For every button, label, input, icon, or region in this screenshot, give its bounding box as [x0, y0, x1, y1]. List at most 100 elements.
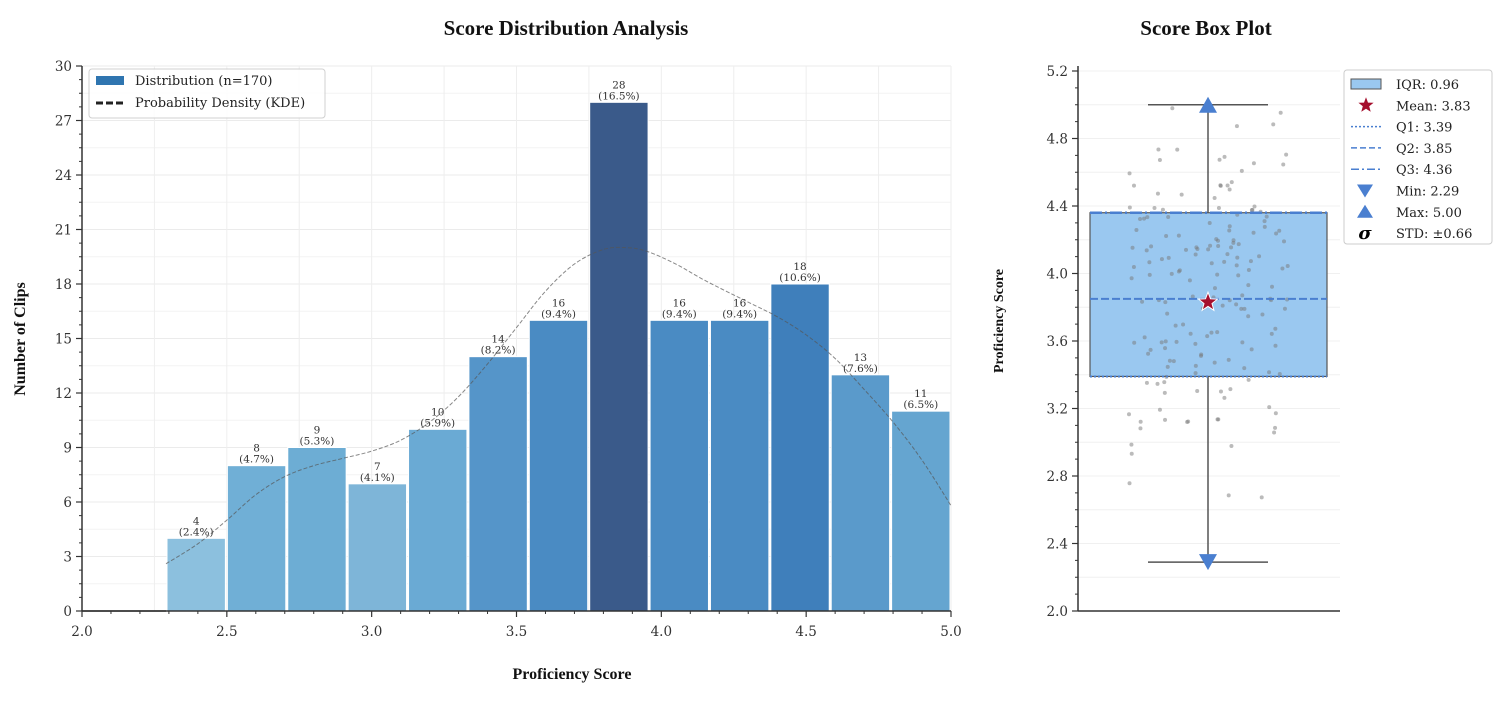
bar-count-label: 11	[914, 388, 927, 400]
data-point	[1129, 276, 1134, 281]
data-point	[1246, 314, 1251, 319]
data-point	[1269, 331, 1274, 336]
data-point	[1134, 227, 1139, 232]
y-tick-label: 0	[63, 604, 72, 620]
x-tick-label: 5.0	[940, 624, 961, 640]
bar-percent-label: (9.4%)	[722, 308, 757, 320]
data-point	[1217, 157, 1222, 162]
y-tick-label: 6	[63, 495, 72, 511]
data-point	[1282, 306, 1287, 311]
data-point	[1171, 359, 1176, 364]
data-point	[1206, 247, 1211, 252]
y-tick-label: 2.8	[1047, 469, 1068, 485]
data-point	[1162, 390, 1167, 395]
data-point	[1176, 233, 1181, 238]
bar-percent-label: (7.6%)	[843, 363, 878, 375]
data-point	[1163, 417, 1168, 422]
histogram-bar	[589, 101, 649, 612]
data-point	[1142, 335, 1147, 340]
hist-title: Score Distribution Analysis	[444, 16, 689, 40]
data-point	[1273, 326, 1278, 331]
data-point	[1215, 417, 1220, 422]
data-point	[1216, 244, 1221, 249]
data-point	[1208, 243, 1213, 248]
data-point	[1251, 230, 1256, 235]
histogram-bar	[770, 283, 830, 612]
data-point	[1162, 380, 1167, 385]
legend-frame	[1343, 69, 1493, 245]
data-point	[1156, 147, 1161, 152]
data-point	[1160, 207, 1165, 212]
legend-label: Q3: 4.36	[1396, 163, 1452, 178]
bar-count-label: 7	[374, 461, 381, 473]
data-point	[1234, 263, 1239, 268]
data-point	[1251, 161, 1256, 166]
legend-sigma-icon: σ	[1358, 223, 1372, 244]
data-point	[1145, 215, 1150, 220]
data-point	[1242, 306, 1247, 311]
data-point	[1212, 196, 1217, 201]
data-point	[1127, 481, 1132, 486]
data-point	[1264, 214, 1269, 219]
bar-percent-label: (9.4%)	[662, 308, 697, 320]
data-point	[1278, 110, 1283, 115]
data-point	[1181, 322, 1186, 327]
data-point	[1126, 412, 1131, 417]
y-tick-label: 12	[55, 386, 72, 402]
data-point	[1142, 216, 1147, 221]
data-point	[1205, 334, 1210, 339]
data-point	[1129, 451, 1134, 456]
data-point	[1193, 252, 1198, 257]
legend-label: Mean: 3.83	[1396, 99, 1471, 114]
data-point	[1207, 220, 1212, 225]
y-tick-label: 4.4	[1047, 199, 1068, 215]
y-tick-label: 9	[63, 441, 72, 457]
data-point	[1252, 204, 1257, 209]
data-point	[1226, 493, 1231, 498]
data-point	[1209, 330, 1214, 335]
data-point	[1246, 283, 1251, 288]
data-point	[1271, 122, 1276, 127]
data-point	[1163, 339, 1168, 344]
legend-iqr-swatch	[1350, 78, 1382, 90]
data-point	[1227, 228, 1232, 233]
hist-xlabel: Proficiency Score	[513, 666, 632, 683]
data-point	[1155, 191, 1160, 196]
legend-label: Min: 2.29	[1396, 185, 1459, 200]
data-point	[1242, 366, 1247, 371]
data-point	[1272, 430, 1277, 435]
data-point	[1222, 395, 1227, 400]
bar-count-label: 9	[314, 425, 321, 437]
histogram-plot: 4(2.4%)8(4.7%)9(5.3%)7(4.1%)10(5.9%)14(8…	[55, 59, 962, 640]
data-point	[1267, 370, 1272, 375]
data-point	[1177, 268, 1182, 273]
data-point	[1222, 154, 1227, 159]
data-point	[1236, 273, 1241, 278]
data-point	[1215, 272, 1220, 277]
data-point	[1185, 420, 1190, 425]
bar-count-label: 28	[612, 79, 625, 91]
data-point	[1152, 206, 1157, 211]
x-tick-label: 4.5	[795, 624, 816, 640]
y-tick-label: 4.0	[1047, 267, 1068, 283]
bar-count-label: 16	[552, 297, 566, 309]
y-tick-label: 21	[55, 223, 72, 239]
y-tick-label: 15	[55, 332, 72, 348]
histogram-bar	[891, 410, 951, 612]
data-point	[1226, 357, 1231, 362]
legend-bar-swatch	[96, 76, 124, 85]
bar-percent-label: (5.3%)	[300, 436, 335, 448]
x-tick-label: 3.0	[361, 624, 382, 640]
data-point	[1166, 214, 1171, 219]
y-tick-label: 3.6	[1047, 334, 1068, 350]
data-point	[1167, 358, 1172, 363]
y-tick-label: 30	[55, 59, 72, 75]
data-point	[1239, 168, 1244, 173]
y-tick-label: 2.4	[1047, 537, 1068, 553]
bar-count-label: 16	[673, 297, 687, 309]
data-point	[1169, 271, 1174, 276]
data-point	[1234, 124, 1239, 129]
kde-curve	[165, 246, 952, 565]
data-point	[1183, 247, 1188, 252]
